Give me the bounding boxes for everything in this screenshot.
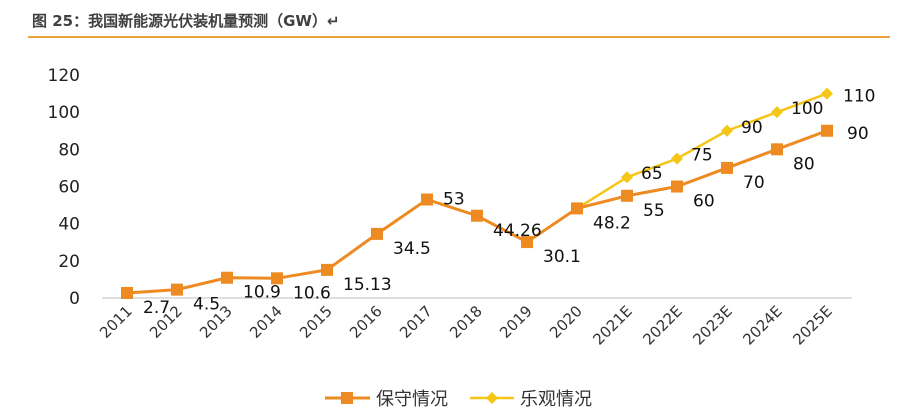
x-tick-label: 2024E — [739, 302, 785, 348]
data-label-conservative: 10.9 — [243, 283, 281, 303]
y-tick-label: 20 — [58, 252, 80, 272]
y-tick-label: 120 — [48, 66, 80, 86]
x-tick-label: 2022E — [639, 302, 685, 348]
data-label-conservative: 60 — [693, 192, 715, 212]
x-tick-label: 2015 — [296, 302, 336, 342]
data-label-conservative: 70 — [743, 173, 765, 193]
x-tick-label: 2023E — [689, 302, 735, 348]
data-point-conservative — [821, 124, 833, 137]
y-tick-label: 0 — [69, 289, 80, 309]
y-tick-label: 40 — [58, 215, 80, 235]
data-point-conservative — [421, 193, 433, 206]
chart-title: 图 25：我国新能源光伏装机量预测（GW）↵ — [32, 12, 340, 30]
title-bar: 图 25：我国新能源光伏装机量预测（GW）↵ — [28, 4, 890, 38]
x-tick-label: 2018 — [446, 302, 486, 342]
x-tick-label: 2017 — [396, 302, 436, 342]
data-label-conservative: 15.13 — [343, 275, 392, 295]
legend-marker-conservative — [341, 392, 353, 404]
data-label-conservative: 34.5 — [393, 239, 431, 259]
x-tick-label: 2020 — [546, 302, 586, 342]
data-label-optimistic: 75 — [691, 146, 713, 166]
data-point-conservative — [321, 263, 333, 276]
data-label-conservative: 55 — [643, 201, 665, 221]
legend-marker-optimistic — [486, 392, 498, 404]
data-label-conservative: 80 — [793, 154, 815, 174]
data-point-conservative — [371, 227, 383, 240]
x-tick-label: 2011 — [96, 302, 136, 342]
data-point-optimistic — [821, 87, 833, 100]
x-tick-label: 2021E — [589, 302, 635, 348]
data-point-conservative — [271, 272, 283, 285]
legend-label-conservative: 保守情况 — [376, 389, 448, 410]
x-tick-label: 2025E — [789, 302, 835, 348]
x-tick-label: 2019 — [496, 302, 536, 342]
data-point-optimistic — [721, 124, 733, 137]
data-point-conservative — [721, 161, 733, 174]
y-tick-label: 100 — [48, 103, 80, 123]
data-point-conservative — [171, 283, 183, 296]
data-point-optimistic — [771, 106, 783, 119]
data-label-conservative: 48.2 — [593, 213, 631, 233]
data-point-optimistic — [671, 152, 683, 165]
data-point-conservative — [471, 209, 483, 222]
data-label-conservative: 10.6 — [293, 283, 331, 303]
data-label-optimistic: 65 — [641, 164, 663, 184]
data-label-optimistic: 100 — [791, 99, 823, 119]
data-point-optimistic — [621, 171, 633, 184]
x-tick-label: 2016 — [346, 302, 386, 342]
data-point-conservative — [671, 180, 683, 193]
data-point-conservative — [571, 202, 583, 215]
data-label-conservative: 30.1 — [543, 247, 581, 267]
legend-label-optimistic: 乐观情况 — [520, 389, 592, 410]
data-point-conservative — [221, 271, 233, 284]
data-label-conservative: 90 — [847, 124, 869, 144]
data-label-optimistic: 90 — [741, 118, 763, 138]
data-label-conservative: 44.26 — [493, 221, 542, 241]
y-tick-label: 60 — [58, 178, 80, 198]
data-label-conservative: 4.5 — [193, 295, 220, 315]
data-point-conservative — [621, 189, 633, 202]
series-line-optimistic — [576, 92, 828, 210]
data-point-conservative — [521, 236, 533, 249]
x-tick-label: 2014 — [246, 302, 286, 342]
y-tick-label: 80 — [58, 140, 80, 160]
data-point-conservative — [121, 286, 133, 299]
data-label-conservative: 53 — [443, 190, 465, 210]
data-label-conservative: 2.7 — [143, 298, 170, 318]
data-point-conservative — [771, 143, 783, 156]
data-label-optimistic: 110 — [843, 87, 875, 107]
